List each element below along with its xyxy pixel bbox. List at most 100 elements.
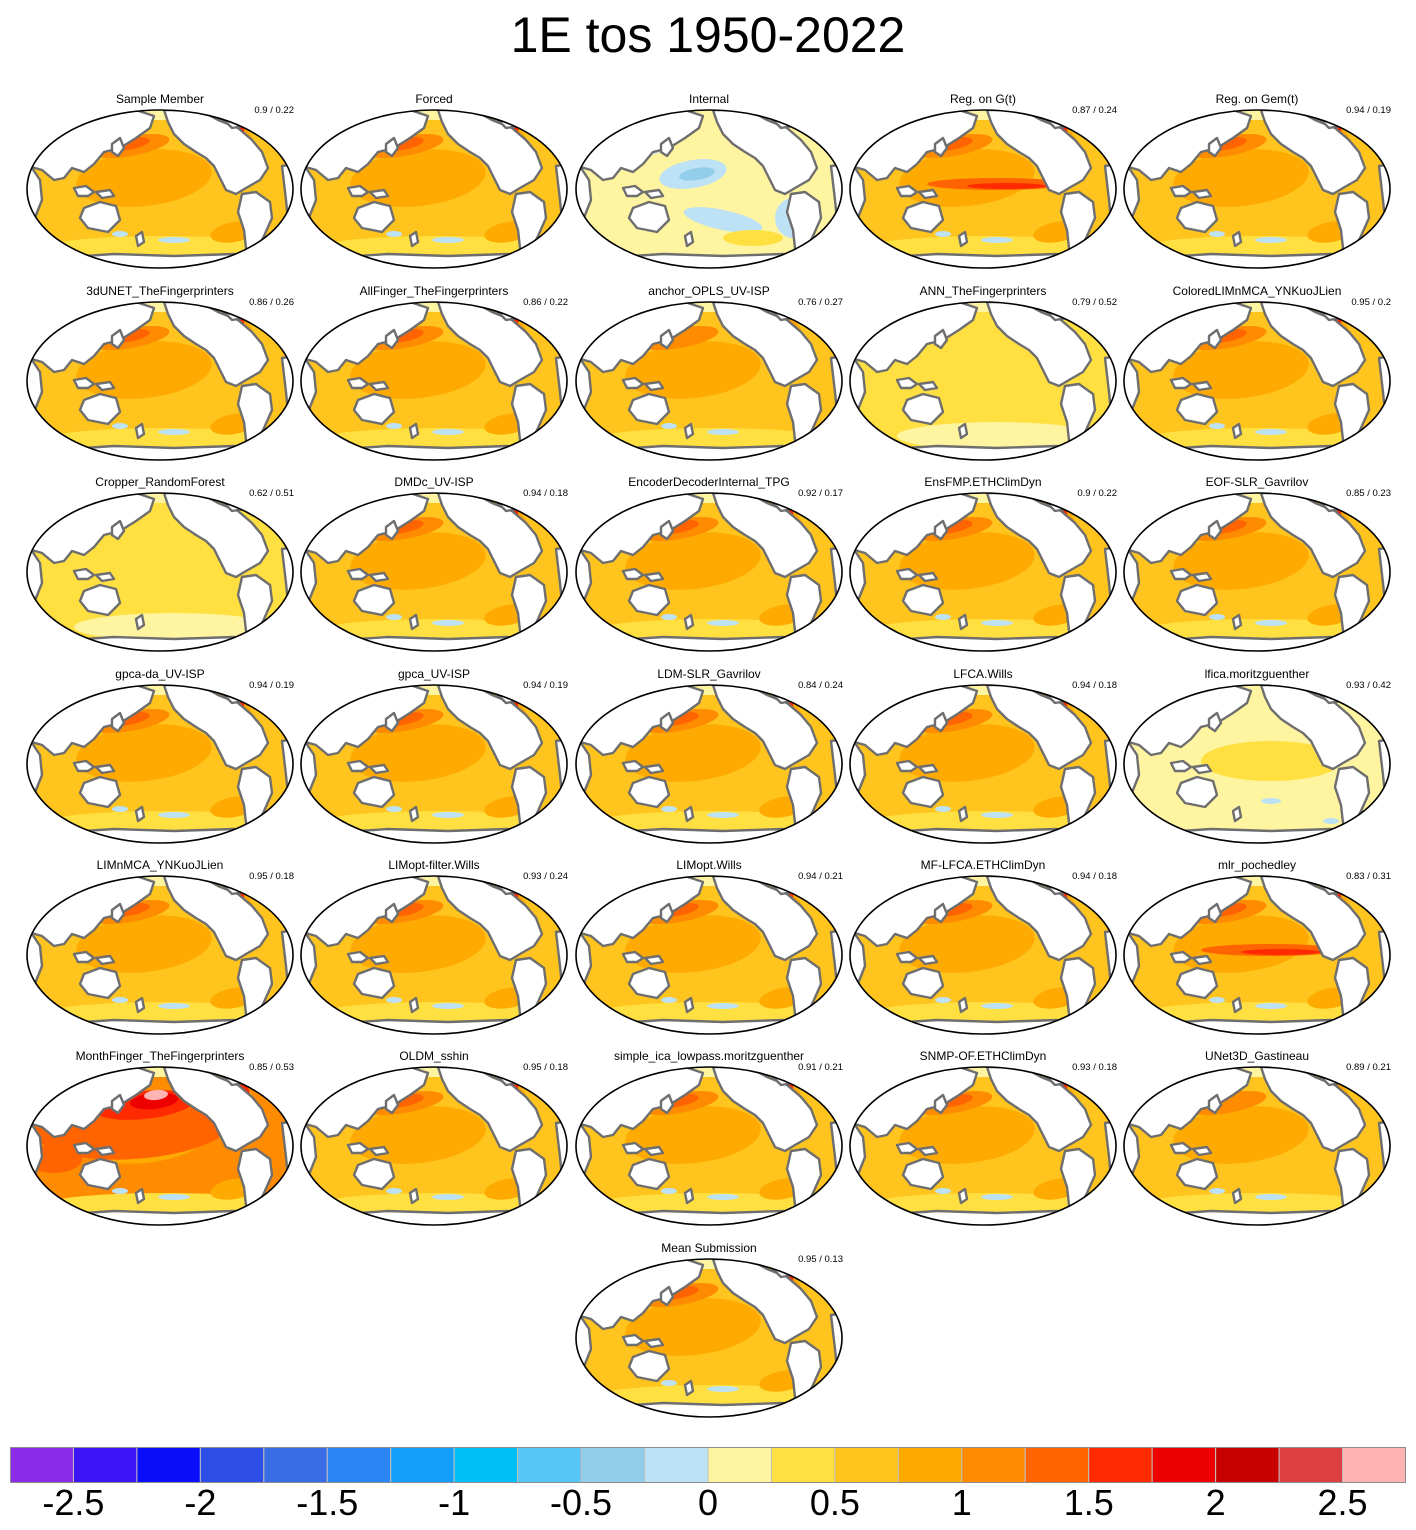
land-japan [384, 902, 400, 924]
arctic-band [27, 685, 293, 695]
map-plot [575, 109, 843, 269]
colorbar-bin [1151, 1447, 1217, 1483]
map-outline [26, 109, 294, 269]
panel-stats: 0.94 / 0.19 [249, 680, 294, 691]
colorbar-tick-label: -1 [438, 1482, 471, 1523]
panel-title: LIMopt-filter.Wills [388, 858, 480, 872]
colorbar-bin [1278, 1447, 1344, 1483]
panel-stats: 0.95 / 0.18 [523, 1062, 568, 1073]
map-plot [849, 684, 1117, 844]
sst-anomaly-patch [783, 881, 791, 887]
land-indonesia [346, 759, 390, 775]
panel-stats: 0.95 / 0.18 [249, 871, 294, 882]
land-japan [659, 902, 675, 924]
map-panel: DMDc_UV-ISP 0.94 / 0.18 [298, 475, 570, 653]
arctic-band [576, 1067, 842, 1077]
land-europeR [823, 888, 842, 920]
map-outline [300, 301, 568, 461]
panel-title: AllFinger_TheFingerprinters [359, 284, 509, 298]
sst-anomaly-patch [144, 1089, 168, 1101]
map-plot [849, 109, 1117, 269]
arctic-band [27, 876, 293, 886]
map-outline [1123, 109, 1391, 269]
arctic-band [850, 493, 1116, 503]
land-nz [957, 422, 969, 440]
colorbar-tick-label: 2 [1205, 1482, 1226, 1523]
panel-stats: 0.85 / 0.53 [249, 1062, 294, 1073]
sst-anomaly-patch [1057, 498, 1065, 504]
land-australia [901, 966, 945, 1000]
land-europeR [1371, 697, 1390, 729]
arctic-band [850, 876, 1116, 886]
land-nz [1231, 996, 1243, 1014]
sst-anomaly-patch [661, 614, 677, 620]
map-panel: LDM-SLR_Gavrilov 0.84 / 0.24 [573, 667, 845, 845]
land-europeR [1097, 314, 1116, 346]
sst-anomaly-patch [432, 1003, 464, 1009]
land-indonesia [621, 1333, 665, 1349]
land-europeR [548, 314, 567, 346]
map-plot [300, 109, 568, 269]
map-outline [26, 684, 294, 844]
colorbar-bin [1215, 1447, 1280, 1483]
land-australia [627, 583, 671, 617]
land-australia [352, 1157, 396, 1191]
land-europeR [823, 697, 842, 729]
land-japan [1207, 1093, 1223, 1115]
sst-anomaly-patch [386, 423, 402, 429]
colorbar-bin [72, 1447, 138, 1483]
land-nz [408, 422, 420, 440]
map-outline [26, 1066, 294, 1226]
land-indonesia [346, 950, 390, 966]
arctic-band [27, 110, 293, 120]
land-indonesia [1169, 567, 1213, 583]
map-outline [300, 492, 568, 652]
land-japan [659, 328, 675, 350]
sst-anomaly-patch [234, 690, 242, 696]
panel-title: OLDM_sshin [399, 1049, 469, 1063]
map-plot [26, 492, 294, 652]
land-nz [683, 230, 695, 248]
land-japan [384, 136, 400, 158]
colorbar-bin [453, 1447, 519, 1483]
map-outline [1123, 875, 1391, 1035]
land-japan [384, 711, 400, 733]
land-nz [957, 230, 969, 248]
map-panel: AllFinger_TheFingerprinters 0.86 / 0.22 [298, 284, 570, 462]
land-nz [408, 805, 420, 823]
map-plot [300, 492, 568, 652]
panel-title: DMDc_UV-ISP [394, 475, 474, 489]
sst-anomaly-patch [432, 237, 464, 243]
arctic-band [850, 685, 1116, 695]
land-nz [1231, 230, 1243, 248]
panel-title: lfica.moritzguenther [1204, 667, 1310, 681]
land-europeR [1371, 505, 1390, 537]
land-europeR [823, 1079, 842, 1111]
panel-stats: 0.9 / 0.22 [254, 105, 294, 116]
land-indonesia [346, 1141, 390, 1157]
land-europeR [823, 122, 842, 154]
map-outline [1123, 684, 1391, 844]
sst-anomaly-patch [386, 997, 402, 1003]
map-panel: Internal [573, 92, 845, 270]
land-japan [1207, 711, 1223, 733]
land-indonesia [72, 950, 116, 966]
map-outline [575, 1066, 843, 1226]
ocean-field [576, 110, 842, 268]
arctic-band [576, 110, 842, 120]
map-panel: gpca_UV-ISP 0.94 / 0.19 [298, 667, 570, 845]
land-australia [352, 966, 396, 1000]
sst-anomaly-patch [234, 307, 242, 313]
map-panel: EnsFMP.ETHClimDyn 0.9 / 0.22 [847, 475, 1119, 653]
panel-stats: 0.94 / 0.19 [523, 680, 568, 691]
land-europeR [548, 888, 567, 920]
sst-anomaly-patch [897, 422, 1097, 450]
land-nz [134, 230, 146, 248]
sst-anomaly-patch [981, 1194, 1013, 1200]
land-japan [384, 519, 400, 541]
panel-title: EOF-SLR_Gavrilov [1205, 475, 1309, 489]
arctic-band [1124, 302, 1390, 312]
colorbar-tick-label: -2 [184, 1482, 217, 1523]
map-panel: Reg. on G(t) 0.87 / 0.24 [847, 92, 1119, 270]
panel-stats: 0.91 / 0.21 [798, 1062, 843, 1073]
